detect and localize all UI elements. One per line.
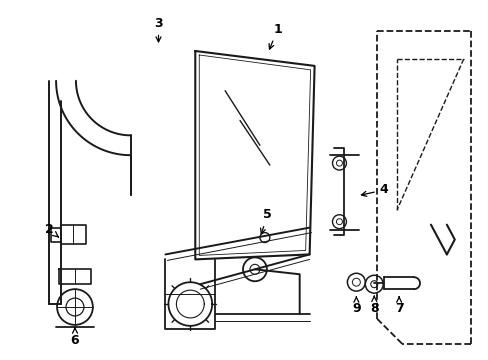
Text: 9: 9 xyxy=(351,297,360,315)
Text: 5: 5 xyxy=(260,208,272,234)
Text: 4: 4 xyxy=(361,184,388,197)
Text: 1: 1 xyxy=(268,23,282,49)
Text: 7: 7 xyxy=(394,297,403,315)
Text: 8: 8 xyxy=(369,296,378,315)
Text: 6: 6 xyxy=(70,328,79,347)
Text: 2: 2 xyxy=(44,223,59,237)
Text: 3: 3 xyxy=(154,17,163,42)
